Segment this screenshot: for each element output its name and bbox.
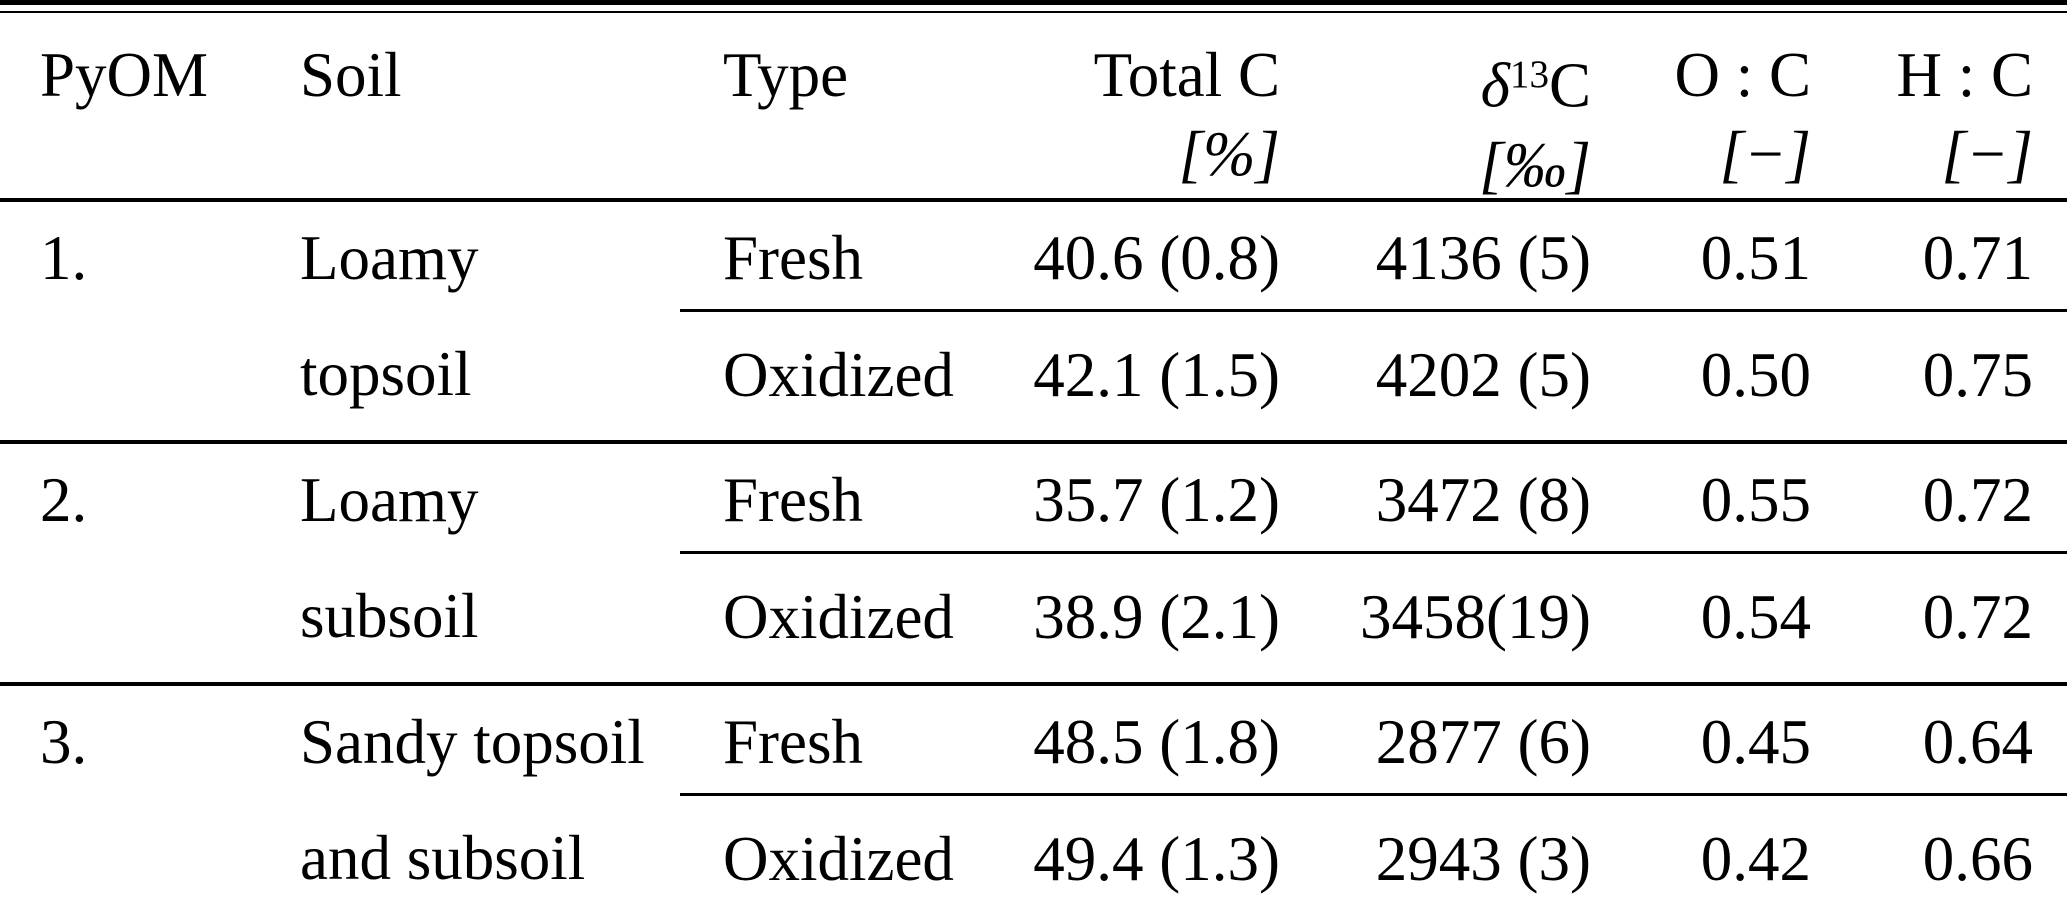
cell-delta13c: 4202 (5)	[1310, 310, 1615, 444]
pyom-data-table: PyOM Soil Type Total C [%] δ13C [‰]	[0, 13, 2067, 911]
cell-pyom: 3.	[40, 707, 88, 778]
column-header-type: Type	[680, 13, 980, 202]
cell-delta13c: 2943 (3)	[1375, 824, 1591, 895]
column-label: Total C	[1093, 40, 1280, 110]
column-label: H : C	[1896, 40, 2033, 110]
cell-pyom: 2.	[40, 465, 88, 536]
column-unit	[300, 111, 680, 121]
carbon-symbol: C	[1548, 50, 1591, 121]
cell-soil: and subsoil	[300, 823, 586, 894]
cell-o-c: 0.50	[1615, 310, 1835, 444]
cell-type: Oxidized	[680, 310, 980, 444]
cell-total-c: 40.6 (0.8)	[980, 199, 1310, 312]
cell-h-c: 0.71	[1835, 199, 2067, 312]
cell-type: Oxidized	[723, 824, 954, 895]
cell-h-c: 0.72	[1835, 552, 2067, 686]
cell-delta13c: 3472 (8)	[1310, 441, 1615, 554]
cell-total-c: 48.5 (1.8)	[980, 683, 1310, 796]
cell-soil: topsoil	[280, 310, 680, 444]
cell-pyom	[0, 794, 280, 911]
column-unit	[40, 111, 280, 121]
column-unit	[723, 111, 980, 121]
column-label: O : C	[1674, 40, 1811, 110]
table-row-group1-oxidized: topsoil Oxidized 42.1 (1.5) 4202 (5) 0.5…	[0, 310, 2067, 444]
header-row: PyOM Soil Type Total C [%] δ13C [‰]	[0, 13, 2067, 202]
cell-pyom	[0, 552, 280, 686]
table-row-group2-fresh: 2. Loamy Fresh 35.7 (1.2) 3472 (8) 0.55 …	[0, 441, 2067, 554]
table-header: PyOM Soil Type Total C [%] δ13C [‰]	[0, 13, 2067, 202]
column-header-pyom: PyOM	[0, 13, 280, 202]
cell-total-c: 42.1 (1.5)	[980, 310, 1310, 444]
cell-delta13c: 2877 (6)	[1310, 683, 1615, 796]
cell-o-c: 0.55	[1615, 441, 1835, 554]
cell-pyom: 1.	[40, 223, 88, 294]
cell-soil: Loamy	[300, 223, 479, 294]
cell-h-c: 0.66	[1922, 824, 2033, 895]
cell-o-c: 0.54	[1615, 552, 1835, 686]
cell-soil: subsoil	[280, 552, 680, 686]
column-label: PyOM	[40, 40, 209, 110]
column-header-soil: Soil	[280, 13, 680, 202]
isotope-superscript: 13	[1509, 53, 1549, 96]
cell-type: Oxidized	[680, 552, 980, 686]
cell-delta13c: 4136 (5)	[1310, 199, 1615, 312]
cell-type: Fresh	[680, 199, 980, 312]
cell-h-c: 0.64	[1835, 683, 2067, 796]
column-unit: [%]	[1178, 119, 1280, 189]
column-unit: [‰]	[1478, 129, 1591, 200]
cell-type: Fresh	[680, 441, 980, 554]
cell-type: Fresh	[680, 683, 980, 796]
table-row-group3-oxidized: and subsoil Oxidized 49.4 (1.3) 2943 (3)…	[0, 794, 2067, 911]
table-body: 1. Loamy Fresh 40.6 (0.8) 4136 (5) 0.51 …	[0, 199, 2067, 911]
column-unit: [−]	[1941, 119, 2033, 189]
column-unit: [−]	[1719, 119, 1811, 189]
cell-soil: Loamy	[300, 465, 479, 536]
column-header-total-c: Total C [%]	[980, 13, 1310, 202]
table-top-rule-thin	[0, 11, 2067, 13]
table-top-rule-thick	[0, 0, 2067, 5]
table-row-group2-oxidized: subsoil Oxidized 38.9 (2.1) 3458(19) 0.5…	[0, 552, 2067, 686]
cell-o-c: 0.45	[1615, 683, 1835, 796]
cell-o-c: 0.42	[1700, 824, 1811, 895]
cell-total-c: 35.7 (1.2)	[980, 441, 1310, 554]
cell-delta13c: 3458(19)	[1310, 552, 1615, 686]
delta-symbol: δ	[1480, 50, 1510, 121]
column-header-o-c: O : C [−]	[1615, 13, 1835, 202]
cell-o-c: 0.51	[1615, 199, 1835, 312]
cell-h-c: 0.72	[1835, 441, 2067, 554]
cell-h-c: 0.75	[1835, 310, 2067, 444]
column-label: δ13C	[1310, 13, 1591, 122]
column-label: Type	[723, 40, 849, 110]
column-header-h-c: H : C [−]	[1835, 13, 2067, 202]
table-row-group3-fresh: 3. Sandy topsoil Fresh 48.5 (1.8) 2877 (…	[0, 683, 2067, 796]
cell-total-c: 49.4 (1.3)	[1033, 824, 1280, 895]
column-label: Soil	[300, 40, 402, 110]
cell-soil: Sandy topsoil	[300, 707, 645, 778]
table-row-group1-fresh: 1. Loamy Fresh 40.6 (0.8) 4136 (5) 0.51 …	[0, 199, 2067, 312]
column-header-delta13c: δ13C [‰]	[1310, 13, 1615, 202]
cell-pyom	[0, 310, 280, 444]
cell-total-c: 38.9 (2.1)	[980, 552, 1310, 686]
